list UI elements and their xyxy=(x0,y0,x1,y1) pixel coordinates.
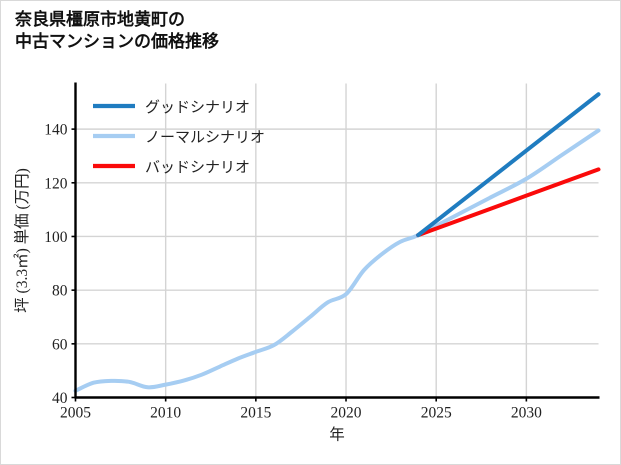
y-tick-label: 40 xyxy=(52,390,68,407)
x-tick-label: 2020 xyxy=(331,405,362,422)
tick-labels: 40 60 80 100 120 140 2005 2010 2015 2020 2025 2030 xyxy=(44,122,542,422)
series-line-normal xyxy=(73,128,601,393)
y-tick-label: 140 xyxy=(44,122,68,139)
y-tick-label: 60 xyxy=(52,336,68,353)
y-tick-label: 100 xyxy=(44,229,68,246)
x-axis-title: 年 xyxy=(329,426,345,444)
x-tick-label: 2010 xyxy=(150,405,181,422)
legend-label-1: ノーマルシナリオ xyxy=(145,130,265,146)
axis-lines xyxy=(74,82,600,399)
axis-titles: 年 坪 (3.3㎡) 単価 (万円) xyxy=(13,168,345,443)
y-tick-label: 80 xyxy=(52,283,68,300)
x-tick-label: 2015 xyxy=(240,405,271,422)
legend-label-2: バッドシナリオ xyxy=(145,160,250,176)
page-title: 奈良県橿原市地黄町の 中古マンションの価格推移 xyxy=(15,10,219,52)
legend-label-0: グッドシナリオ xyxy=(145,99,250,116)
y-axis-title: 坪 (3.3㎡) 単価 (万円) xyxy=(13,168,31,313)
y-tick-label: 120 xyxy=(44,175,68,192)
data-series-group xyxy=(73,92,601,393)
series-line-bad xyxy=(416,167,601,238)
x-tick-label: 2025 xyxy=(421,405,452,422)
series-line-good xyxy=(416,92,601,238)
x-tick-label: 2005 xyxy=(60,405,91,422)
x-tick-label: 2030 xyxy=(511,405,542,422)
